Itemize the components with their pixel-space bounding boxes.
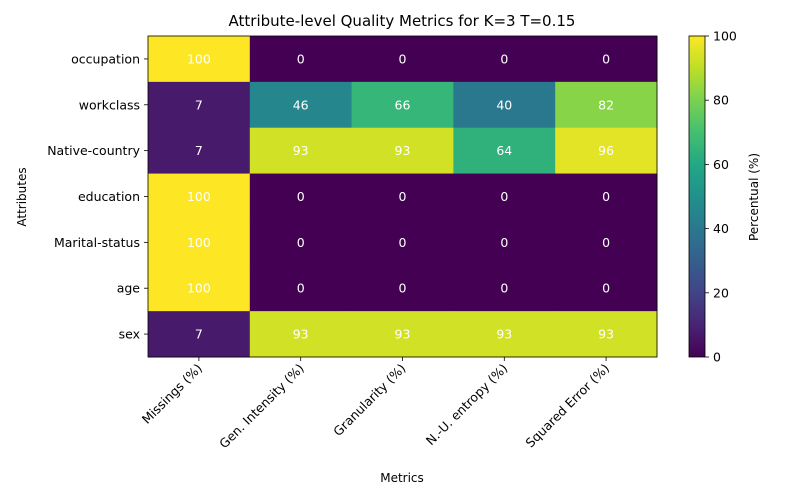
- heatmap-cell: [453, 36, 556, 83]
- heatmap-cell: [555, 219, 658, 266]
- cell-value-label: 0: [399, 235, 407, 250]
- cell-value-label: 93: [496, 327, 512, 342]
- heatmap-cell: [351, 127, 454, 175]
- heatmap-cell: [453, 127, 556, 175]
- heatmap-cell: [351, 219, 454, 266]
- heatmap-cell: [148, 127, 251, 175]
- heatmap-cell: [555, 173, 658, 220]
- cell-value-label: 0: [500, 281, 508, 296]
- x-tick-label: Missings (%): [139, 361, 205, 427]
- x-axis-label: Metrics: [380, 471, 424, 485]
- cell-value-label: 40: [496, 97, 512, 112]
- cell-value-label: 0: [297, 51, 305, 66]
- heatmap-cell: [453, 173, 556, 220]
- heatmap-cell: [453, 219, 556, 266]
- cell-value-label: 66: [395, 97, 411, 112]
- heatmap-cell: [148, 311, 251, 358]
- heatmap-cell: [555, 265, 658, 312]
- cell-value-label: 96: [598, 143, 614, 158]
- y-tick-label: Marital-status: [54, 235, 140, 250]
- heatmap-cell: [148, 173, 251, 220]
- cell-value-label: 0: [500, 51, 508, 66]
- x-tick-label: N.-U. entropy (%): [423, 361, 511, 449]
- heatmap-cell: [351, 173, 454, 220]
- y-tick-label: Native-country: [47, 143, 140, 158]
- cell-value-label: 0: [500, 235, 508, 250]
- cell-value-label: 0: [602, 281, 610, 296]
- cell-value-label: 93: [293, 327, 309, 342]
- cell-value-label: 7: [195, 327, 203, 342]
- cell-value-label: 0: [602, 189, 610, 204]
- cell-value-label: 93: [395, 327, 411, 342]
- cell-value-label: 100: [187, 281, 211, 296]
- heatmap-cell: [555, 311, 658, 358]
- heatmap-cell: [249, 81, 353, 129]
- colorbar-tick-label: 20: [713, 285, 729, 300]
- colorbar-tick-label: 60: [713, 157, 729, 172]
- cell-value-label: 0: [399, 281, 407, 296]
- heatmap-cell: [453, 311, 556, 358]
- heatmap-cell: [555, 81, 658, 129]
- y-tick-label: sex: [119, 327, 140, 342]
- heatmap-cell: [351, 81, 454, 129]
- cell-value-label: 0: [602, 51, 610, 66]
- heatmap-cell: [249, 173, 353, 220]
- heatmap-cell: [249, 127, 353, 175]
- heatmap-cell: [148, 265, 251, 312]
- colorbar-tick-label: 40: [713, 221, 729, 236]
- heatmap-cell: [351, 265, 454, 312]
- heatmap-cell: [453, 265, 556, 312]
- y-axis-label: Attributes: [15, 167, 29, 226]
- y-tick-label: age: [117, 281, 141, 296]
- chart-title: Attribute-level Quality Metrics for K=3 …: [229, 12, 576, 30]
- cell-value-label: 7: [195, 97, 203, 112]
- x-tick-label: Granularity (%): [330, 361, 408, 439]
- cell-value-label: 93: [395, 143, 411, 158]
- colorbar-label: Percentual (%): [747, 153, 761, 241]
- heatmap-cell: [351, 36, 454, 83]
- cell-value-label: 100: [187, 235, 211, 250]
- colorbar-ticks: 0 20 40 60 80 100: [705, 29, 737, 365]
- colorbar-tick-label: 0: [713, 350, 721, 365]
- heatmap-cells: [148, 36, 658, 358]
- cell-value-label: 64: [496, 143, 512, 158]
- heatmap-cell: [148, 81, 251, 129]
- y-tick-label: workclass: [79, 97, 140, 112]
- heatmap-cell: [555, 127, 658, 175]
- cell-value-label: 0: [602, 235, 610, 250]
- cell-value-label: 0: [297, 235, 305, 250]
- cell-value-label: 0: [399, 189, 407, 204]
- heatmap-cell: [148, 36, 251, 83]
- heatmap-cell: [249, 265, 353, 312]
- heatmap-cell: [453, 81, 556, 129]
- cell-value-label: 46: [293, 97, 309, 112]
- cell-value-label: 0: [399, 51, 407, 66]
- cell-value-label: 0: [500, 189, 508, 204]
- cell-value-label: 0: [297, 281, 305, 296]
- cell-value-label: 100: [187, 189, 211, 204]
- heatmap-cell: [249, 36, 353, 83]
- x-axis-ticks: Missings (%) Gen. Intensity (%) Granularit…: [139, 357, 612, 451]
- heatmap-cell-labels: 100 0 0 0 0 7 46 66 40 82 7 93 93 64 96 100 0 0 0 0 100 0 0 0 0 1…: [187, 51, 614, 341]
- cell-value-label: 100: [187, 51, 211, 66]
- cell-value-label: 93: [293, 143, 309, 158]
- y-tick-label: education: [78, 189, 140, 204]
- colorbar-tick-label: 100: [713, 29, 737, 44]
- cell-value-label: 82: [598, 97, 614, 112]
- x-tick-label: Gen. Intensity (%): [216, 361, 307, 452]
- cell-value-label: 0: [297, 189, 305, 204]
- heatmap-cell: [148, 219, 251, 266]
- colorbar-tick-label: 80: [713, 93, 729, 108]
- cell-value-label: 93: [598, 327, 614, 342]
- heatmap-cell: [249, 311, 353, 358]
- heatmap-cell: [351, 311, 454, 358]
- x-tick-label: Squared Error (%): [522, 361, 612, 451]
- colorbar: [688, 35, 706, 358]
- heatmap-cell: [555, 36, 658, 83]
- y-axis-ticks: occupation workclass Native-country educati…: [47, 51, 148, 342]
- y-tick-label: occupation: [71, 51, 140, 66]
- cell-value-label: 7: [195, 143, 203, 158]
- heatmap-cell: [249, 219, 353, 266]
